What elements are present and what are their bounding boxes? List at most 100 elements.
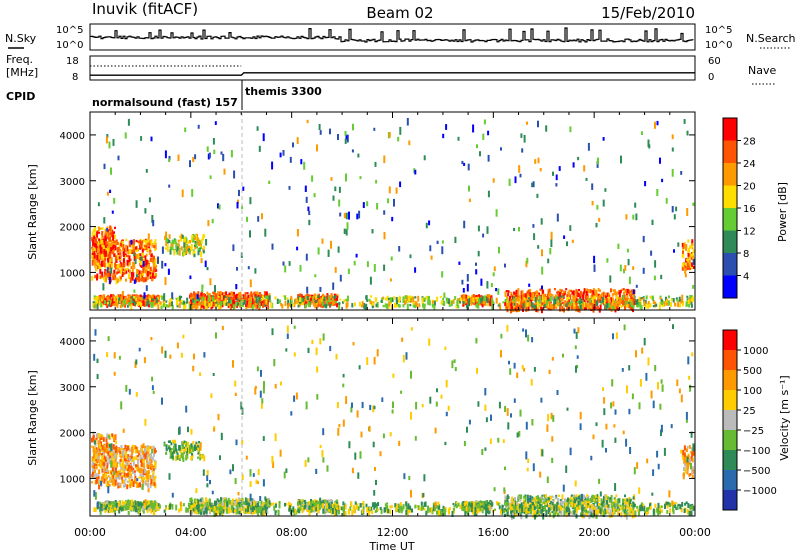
power-cell <box>490 283 493 288</box>
velocity-cell <box>290 503 293 507</box>
power-cell <box>142 253 144 257</box>
velocity-cell <box>99 510 102 515</box>
power-cell <box>508 178 511 186</box>
power-cell <box>628 276 631 285</box>
power-cell <box>656 120 659 126</box>
power-cell <box>479 151 481 157</box>
power-cell <box>149 294 151 298</box>
power-cell <box>190 244 193 250</box>
velocity-cell <box>527 501 530 508</box>
velocity-cell <box>504 505 507 509</box>
power-cell <box>192 157 195 163</box>
power-cell <box>492 272 495 277</box>
power-cell <box>654 121 656 129</box>
power-cell <box>185 238 188 243</box>
power-cell <box>181 302 184 305</box>
velocity-cell <box>389 509 392 515</box>
velocity-cell <box>540 508 543 514</box>
power-cell <box>463 162 466 166</box>
power-cell <box>112 294 115 298</box>
velocity-cell <box>632 507 634 511</box>
power-cell <box>430 255 433 260</box>
power-cell <box>236 298 239 302</box>
velocity-cell <box>374 509 377 513</box>
power-cell <box>137 253 140 259</box>
power-cell <box>562 290 565 293</box>
velocity-cell <box>544 494 547 498</box>
power-cell <box>346 134 349 143</box>
power-cell <box>147 233 150 240</box>
power-cell <box>202 304 205 309</box>
power-cell <box>312 299 315 306</box>
velocity-cell <box>235 498 238 501</box>
velocity-cell <box>209 510 212 513</box>
power-cell <box>482 298 485 305</box>
power-cell <box>347 295 349 302</box>
power-cell <box>201 304 203 308</box>
velocity-cell <box>112 507 115 512</box>
power-cell <box>337 246 340 253</box>
velocity-cell <box>127 507 130 510</box>
power-cell <box>692 296 694 302</box>
power-cell <box>243 299 246 305</box>
power-cell <box>423 297 426 301</box>
power-cell <box>543 296 546 300</box>
power-cell <box>106 248 109 253</box>
power-cell <box>181 189 184 198</box>
power-cell <box>116 297 119 303</box>
power-cell <box>636 299 639 305</box>
power-cell <box>577 156 580 161</box>
velocity-cell <box>514 504 516 511</box>
velocity-cell <box>191 502 194 506</box>
power-cell <box>526 301 529 307</box>
power-cell <box>319 130 322 135</box>
velocity-cell <box>365 503 368 508</box>
velocity-cell <box>574 501 577 506</box>
power-cell <box>493 266 496 272</box>
power-cell <box>395 303 398 308</box>
power-cell <box>122 266 125 270</box>
velocity-cell <box>198 499 201 502</box>
power-cell <box>457 304 460 309</box>
power-cell <box>521 148 524 153</box>
power-cell <box>116 271 118 275</box>
velocity-cell <box>239 508 242 514</box>
velocity-cell <box>386 502 389 505</box>
power-cell <box>162 298 165 304</box>
power-cell <box>146 270 149 277</box>
power-cell <box>672 298 675 303</box>
power-cell <box>164 235 167 241</box>
power-cell <box>198 302 201 306</box>
power-cell <box>371 229 374 234</box>
velocity-cell <box>532 502 534 506</box>
power-cell <box>366 299 369 302</box>
power-cell <box>157 256 159 264</box>
power-cell <box>446 297 449 304</box>
power-cell <box>441 240 444 244</box>
velocity-cell <box>612 501 615 508</box>
velocity-cell <box>595 509 598 514</box>
power-cell <box>395 187 398 194</box>
power-cell <box>104 235 107 240</box>
power-cell <box>117 252 120 256</box>
velocity-cell <box>239 503 242 507</box>
power-cell <box>512 298 515 302</box>
power-cell <box>242 302 245 305</box>
power-cell <box>402 297 405 304</box>
velocity-cell <box>254 505 257 508</box>
power-cell <box>279 152 282 158</box>
power-cell <box>104 239 107 242</box>
power-cell <box>142 300 145 306</box>
power-cell <box>177 243 180 249</box>
power-cell <box>233 170 236 179</box>
power-cell <box>178 247 181 250</box>
power-cell <box>102 277 105 281</box>
power-cell <box>559 292 561 297</box>
power-cell <box>325 304 328 309</box>
power-cell <box>199 304 202 310</box>
velocity-cell <box>461 504 464 509</box>
velocity-cell <box>616 499 619 506</box>
power-cell <box>96 254 99 261</box>
power-cell <box>94 274 97 279</box>
power-cell <box>650 250 653 256</box>
